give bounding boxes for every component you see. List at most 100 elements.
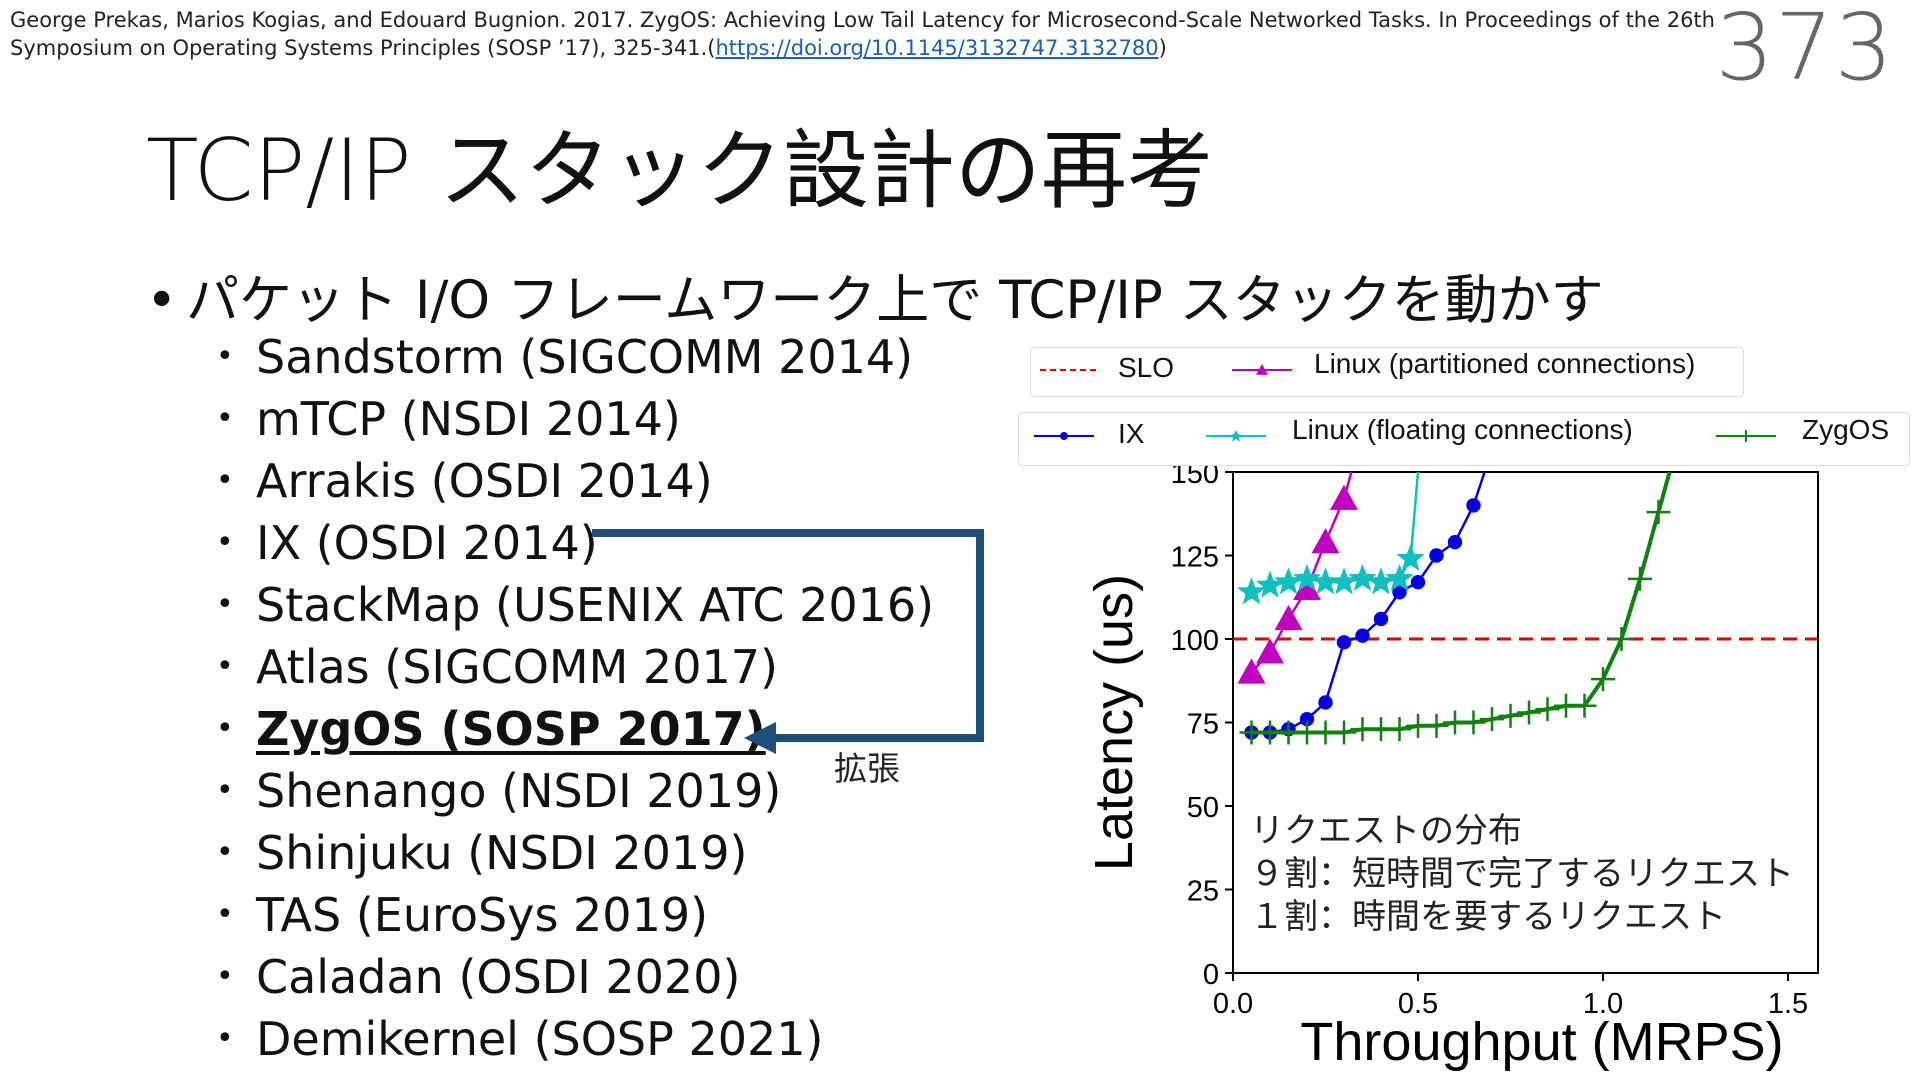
y-tick-label: 25 (1187, 876, 1219, 908)
bullet-dot-icon: • (216, 1020, 234, 1056)
series-1 (1244, 472, 1486, 740)
slide-title: TCP/IP スタック設計の再考 (146, 121, 1213, 221)
note-long: １割：時間を要するリクエスト (1250, 897, 1726, 937)
bullet-dot-icon: • (216, 400, 234, 436)
legend-marker (1256, 364, 1268, 375)
arrow-head-icon (744, 722, 776, 754)
data-point (1424, 713, 1449, 738)
data-point (1447, 534, 1463, 550)
page-number: 373 (1715, 0, 1894, 101)
citation: George Prekas, Marios Kogias, and Edouar… (10, 6, 1750, 62)
note-title: リクエストの分布 (1250, 811, 1522, 851)
data-point (1498, 703, 1523, 728)
legend-row-2 (1018, 412, 1910, 466)
stack-item: • StackMap (USENIX ATC 2016) (216, 574, 934, 636)
data-point (1311, 528, 1340, 554)
data-point (1330, 484, 1358, 510)
legend-marker (1060, 432, 1068, 440)
stack-item: • mTCP (NSDI 2014) (216, 388, 934, 450)
stack-item: • TAS (EuroSys 2019) (216, 884, 934, 946)
data-point (1311, 567, 1340, 595)
data-point (1480, 707, 1504, 732)
data-point (1466, 498, 1481, 513)
data-point (1292, 563, 1322, 591)
data-point (1355, 628, 1370, 643)
bullet-dot-icon: • (216, 524, 234, 560)
bullet-dot-icon: • (216, 338, 234, 374)
y-axis-label: Latency (us) (1084, 574, 1144, 871)
data-point (1396, 543, 1425, 571)
data-point (1646, 500, 1671, 525)
data-point (1410, 575, 1426, 590)
x-tick-label: 1.5 (1768, 988, 1808, 1020)
data-point (1535, 697, 1560, 722)
stack-item: • Demikernel (SOSP 2021) (216, 1008, 934, 1070)
doi-link[interactable]: https://doi.org/10.1145/3132747.3132780 (715, 36, 1159, 60)
data-point (1332, 720, 1356, 745)
bullet-dot-icon: • (216, 710, 234, 746)
stack-item: • IX (OSDI 2014) (216, 512, 934, 574)
stack-item: • Atlas (SIGCOMM 2017) (216, 636, 934, 698)
data-point (1628, 566, 1652, 591)
y-tick-label: 100 (1171, 625, 1219, 657)
main-bullet: • パケット I/O フレームワーク上で TCP/IP スタックを動かす (146, 270, 1604, 331)
legend-label: IX (1118, 418, 1145, 449)
data-point (1591, 667, 1615, 692)
data-point (1461, 710, 1486, 735)
data-point (1385, 563, 1414, 591)
data-point (1274, 567, 1303, 595)
data-point (1237, 577, 1266, 605)
y-tick-label: 50 (1187, 792, 1219, 824)
y-tick-label: 0 (1203, 959, 1219, 991)
data-point (1299, 711, 1315, 727)
data-point (1255, 570, 1285, 598)
x-tick-label: 1.0 (1583, 988, 1623, 1020)
arrow-label: 拡張 (834, 749, 900, 788)
y-tick-label: 125 (1171, 542, 1219, 574)
legend-label: SLO (1118, 352, 1175, 383)
bullet-dot-icon: • (146, 270, 178, 331)
bullet-dot-icon: • (216, 896, 234, 932)
data-point (1318, 695, 1333, 710)
stack-item: • Shinjuku (NSDI 2019) (216, 822, 934, 884)
data-point (1572, 693, 1597, 718)
data-point (1336, 635, 1352, 650)
bullet-dot-icon: • (216, 648, 234, 684)
data-point (1274, 604, 1303, 631)
x-axis-label: Throughput (MRPS) (1300, 1012, 1783, 1072)
data-point (1348, 563, 1377, 591)
data-point (1329, 567, 1359, 595)
legend-label: ZygOS (1802, 414, 1890, 445)
series-3 (1239, 472, 1672, 745)
series-2 (1237, 472, 1425, 605)
bullet-dot-icon: • (216, 586, 234, 622)
legend-row-1 (1030, 347, 1744, 397)
stack-item: • Caladan (OSDI 2020) (216, 946, 934, 1008)
x-tick-label: 0.5 (1398, 988, 1438, 1020)
stack-item: • ZygOS (SOSP 2017) (216, 698, 934, 760)
data-point (1392, 585, 1407, 600)
stack-item: • Arrakis (OSDI 2014) (216, 450, 934, 512)
data-point (1237, 658, 1266, 684)
x-tick-label: 0.0 (1213, 988, 1253, 1020)
citation-line-1: George Prekas, Marios Kogias, and Edouar… (10, 8, 1715, 32)
legend-marker (1740, 430, 1752, 442)
stack-item: • Sandstorm (SIGCOMM 2014) (216, 326, 934, 388)
stack-item: • Shenango (NSDI 2019) (216, 760, 934, 822)
data-point (1373, 611, 1389, 627)
data-point (1517, 700, 1541, 725)
bullet-dot-icon: • (216, 958, 234, 994)
request-distribution-note: リクエストの分布 ９割：短時間で完了するリクエスト １割：時間を要するリクエスト (1250, 810, 1794, 939)
bullet-dot-icon: • (216, 834, 234, 870)
data-point (1609, 627, 1634, 651)
stack-list: • Sandstorm (SIGCOMM 2014) • mTCP (NSDI 201… (216, 326, 934, 1070)
citation-line-2: Symposium on Operating Systems Principle… (10, 36, 1167, 60)
bullet-dot-icon: • (216, 772, 234, 808)
data-point (1366, 567, 1396, 595)
y-tick-label: 75 (1187, 709, 1219, 741)
note-short: ９割：短時間で完了するリクエスト (1250, 854, 1794, 894)
data-point (1256, 638, 1284, 664)
